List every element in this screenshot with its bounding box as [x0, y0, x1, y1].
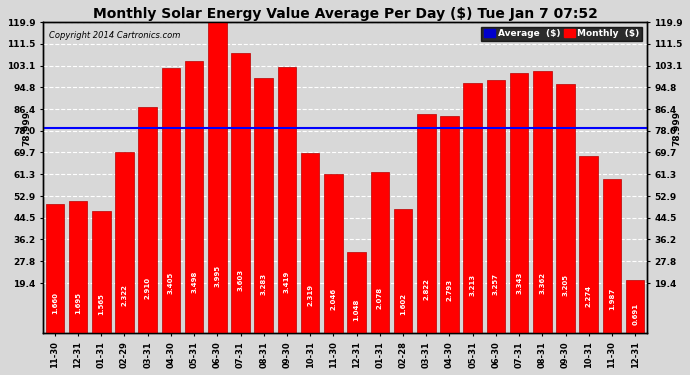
Text: 2.078: 2.078 — [377, 287, 383, 309]
Bar — [255, 78, 273, 333]
Bar — [556, 84, 575, 333]
Text: 3.283: 3.283 — [261, 273, 267, 295]
Text: 3.205: 3.205 — [562, 274, 569, 296]
Text: 3.257: 3.257 — [493, 273, 499, 296]
Text: 2.319: 2.319 — [307, 284, 313, 306]
Bar — [417, 114, 435, 333]
Text: 1.602: 1.602 — [400, 293, 406, 315]
Text: 2.046: 2.046 — [331, 287, 337, 309]
Bar — [231, 53, 250, 333]
Text: 3.419: 3.419 — [284, 271, 290, 294]
Bar — [277, 67, 296, 333]
Text: Copyright 2014 Cartronics.com: Copyright 2014 Cartronics.com — [49, 32, 181, 40]
Bar — [464, 83, 482, 333]
Bar — [208, 22, 226, 333]
Text: 1.660: 1.660 — [52, 292, 58, 314]
Text: 3.362: 3.362 — [540, 272, 545, 294]
Bar — [510, 73, 529, 333]
Bar — [347, 252, 366, 333]
Bar — [161, 68, 180, 333]
Text: 78.999: 78.999 — [673, 111, 682, 146]
Text: 0.691: 0.691 — [632, 303, 638, 326]
Text: 3.405: 3.405 — [168, 272, 174, 294]
Bar — [533, 72, 551, 333]
Bar — [580, 156, 598, 333]
Text: 1.565: 1.565 — [98, 293, 104, 315]
Text: 2.822: 2.822 — [423, 279, 429, 300]
Text: 1.048: 1.048 — [353, 299, 359, 321]
Bar — [69, 201, 88, 333]
Bar — [301, 153, 319, 333]
Text: 1.987: 1.987 — [609, 288, 615, 310]
Text: 3.213: 3.213 — [470, 274, 475, 296]
Bar — [46, 204, 64, 333]
Bar — [626, 280, 644, 333]
Bar — [185, 61, 204, 333]
Legend: Average  ($), Monthly  ($): Average ($), Monthly ($) — [482, 27, 642, 41]
Text: 3.498: 3.498 — [191, 270, 197, 292]
Text: 3.343: 3.343 — [516, 272, 522, 294]
Bar — [92, 211, 110, 333]
Text: 1.695: 1.695 — [75, 292, 81, 314]
Text: 2.793: 2.793 — [446, 279, 453, 301]
Bar — [440, 116, 459, 333]
Bar — [115, 153, 134, 333]
Bar — [602, 178, 621, 333]
Bar — [371, 171, 389, 333]
Bar — [139, 106, 157, 333]
Title: Monthly Solar Energy Value Average Per Day ($) Tue Jan 7 07:52: Monthly Solar Energy Value Average Per D… — [92, 7, 598, 21]
Text: 2.322: 2.322 — [121, 284, 128, 306]
Bar — [486, 80, 505, 333]
Text: 2.274: 2.274 — [586, 285, 592, 307]
Text: 3.603: 3.603 — [237, 269, 244, 291]
Text: 2.910: 2.910 — [145, 277, 150, 299]
Text: 3.995: 3.995 — [215, 265, 220, 287]
Bar — [394, 209, 413, 333]
Text: 78.999: 78.999 — [23, 111, 32, 146]
Bar — [324, 174, 343, 333]
